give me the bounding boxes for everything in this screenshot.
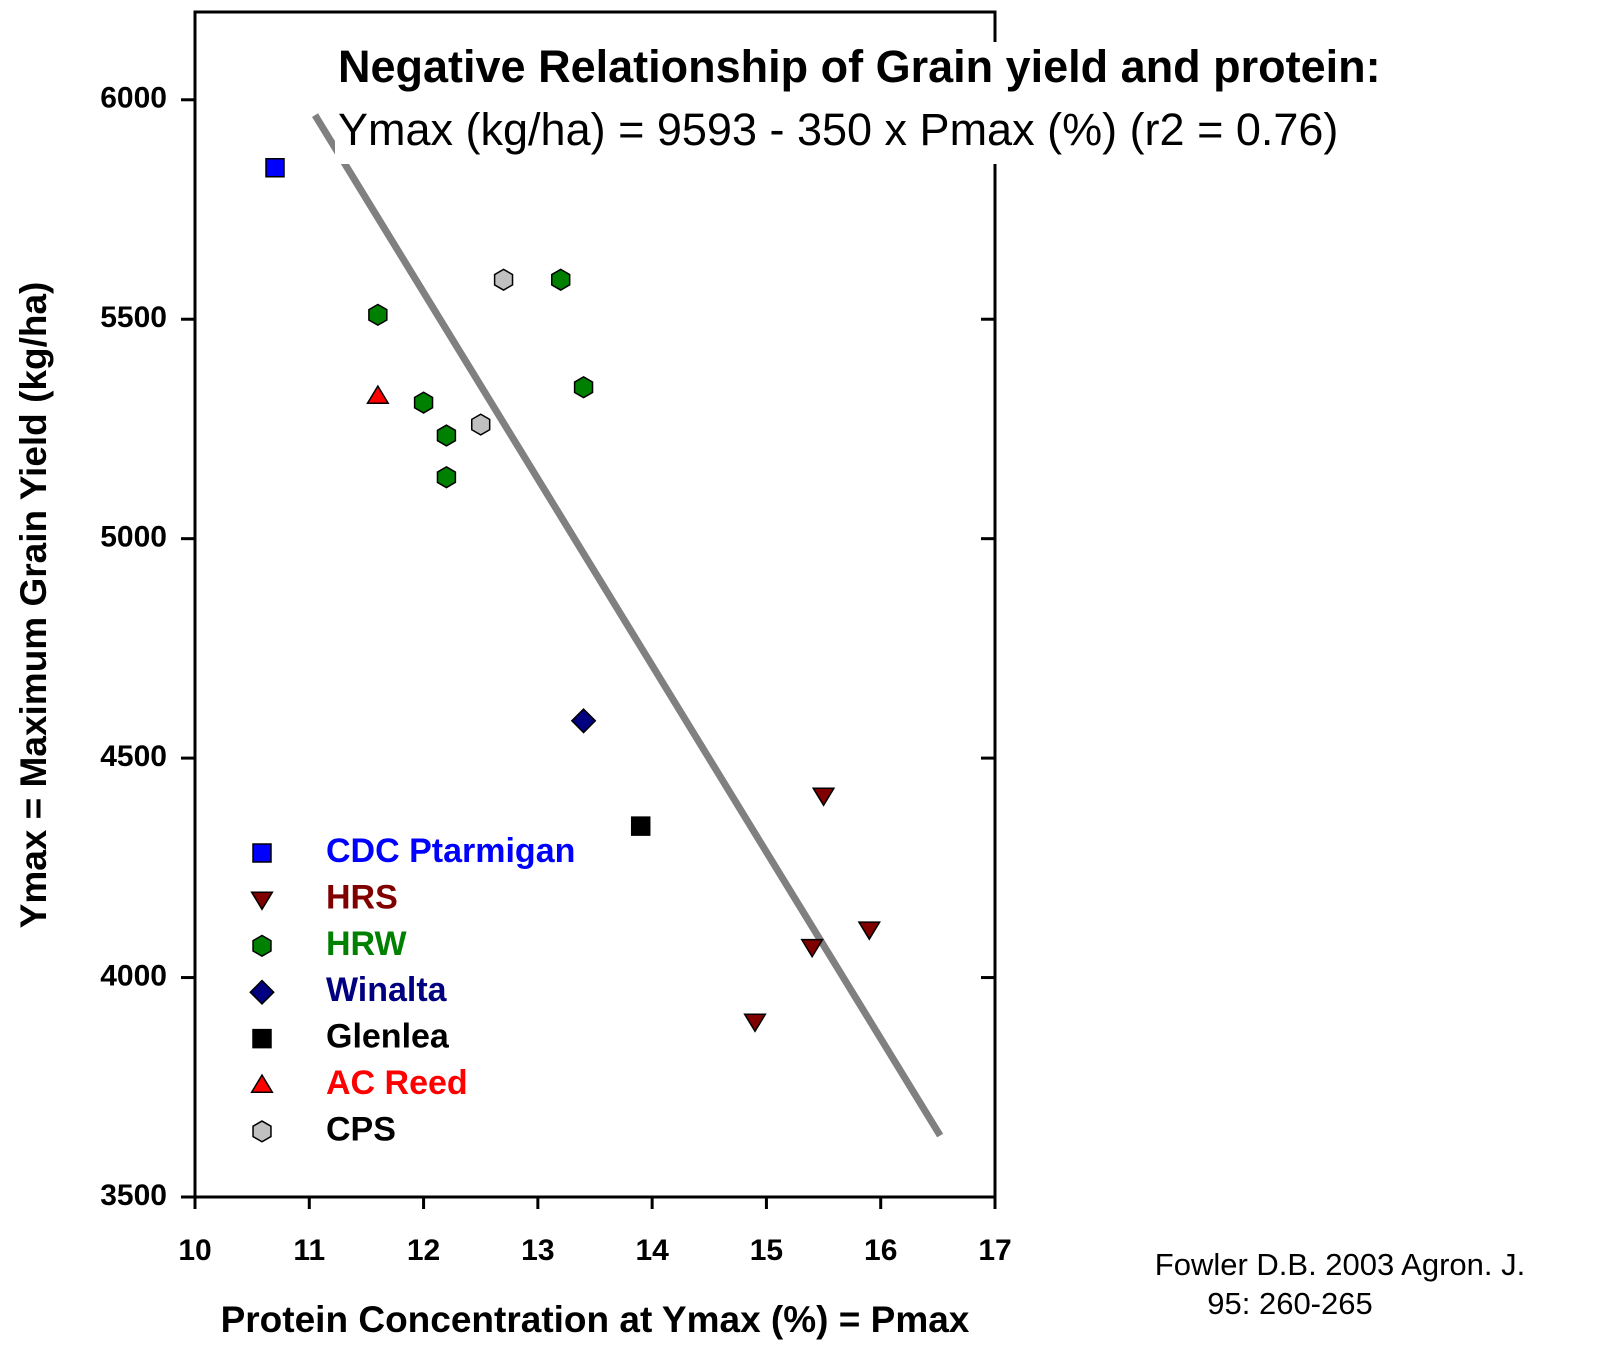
source: 95: 260-265 [1207, 1286, 1372, 1321]
y-tick-label: 4500 [100, 740, 167, 773]
point [471, 413, 491, 436]
point [800, 938, 824, 959]
fit-line [312, 113, 944, 1138]
x-tick-label: 13 [521, 1234, 554, 1267]
point [493, 268, 514, 291]
point [551, 268, 571, 291]
y-tick-label: 4000 [100, 959, 167, 992]
point [573, 376, 594, 399]
x-tick-label: 15 [750, 1234, 783, 1267]
y-tick-label: 5500 [100, 301, 167, 334]
chart-title: Negative Relationship of Grain yield and… [338, 41, 1381, 92]
y-axis-label: Ymax = Maximum Grain Yield (kg/ha) [13, 282, 54, 929]
x-tick-label: 11 [293, 1234, 325, 1267]
x-tick-label: 12 [407, 1234, 440, 1267]
legend-marker [250, 1073, 274, 1093]
legend-label: AC Reed [326, 1064, 468, 1102]
x-tick-label: 14 [635, 1234, 669, 1267]
source: Fowler D.B. 2003 Agron. J. [1155, 1247, 1525, 1282]
point [857, 921, 881, 941]
legend-marker [252, 1120, 272, 1143]
legend-marker [250, 891, 274, 911]
y-tick-label: 6000 [100, 82, 167, 115]
point [436, 424, 457, 447]
legend-label: Winalta [326, 971, 448, 1009]
legend-marker [252, 1028, 272, 1049]
chart-subtitle: Ymax (kg/ha) = 9593 - 350 x Pmax (%) (r2… [338, 104, 1338, 155]
point [436, 466, 457, 489]
point [743, 1013, 767, 1033]
legend-marker [249, 979, 275, 1005]
x-tick-label: 17 [978, 1234, 1011, 1267]
point [368, 303, 388, 327]
point [413, 391, 434, 414]
x-axis-label: Protein Concentration at Ymax (%) = Pmax [221, 1299, 970, 1340]
point [265, 158, 285, 178]
legend-label: HRS [326, 878, 398, 916]
legend-label: CPS [326, 1110, 396, 1148]
plot-frame [193, 10, 997, 1199]
x-tick-label: 16 [864, 1234, 897, 1267]
legend-label: HRW [326, 925, 407, 963]
point [811, 787, 836, 807]
title-backdrop [335, 42, 1555, 164]
point [630, 816, 651, 836]
y-tick-label: 3500 [100, 1179, 167, 1212]
x-tick-label: 10 [178, 1234, 211, 1267]
point [366, 384, 390, 404]
point [570, 708, 597, 734]
legend-marker [252, 843, 272, 863]
y-tick-label: 5000 [100, 521, 167, 554]
legend-label: Glenlea [326, 1018, 450, 1056]
legend-label: CDC Ptarmigan [326, 832, 575, 870]
legend-marker [252, 934, 272, 958]
